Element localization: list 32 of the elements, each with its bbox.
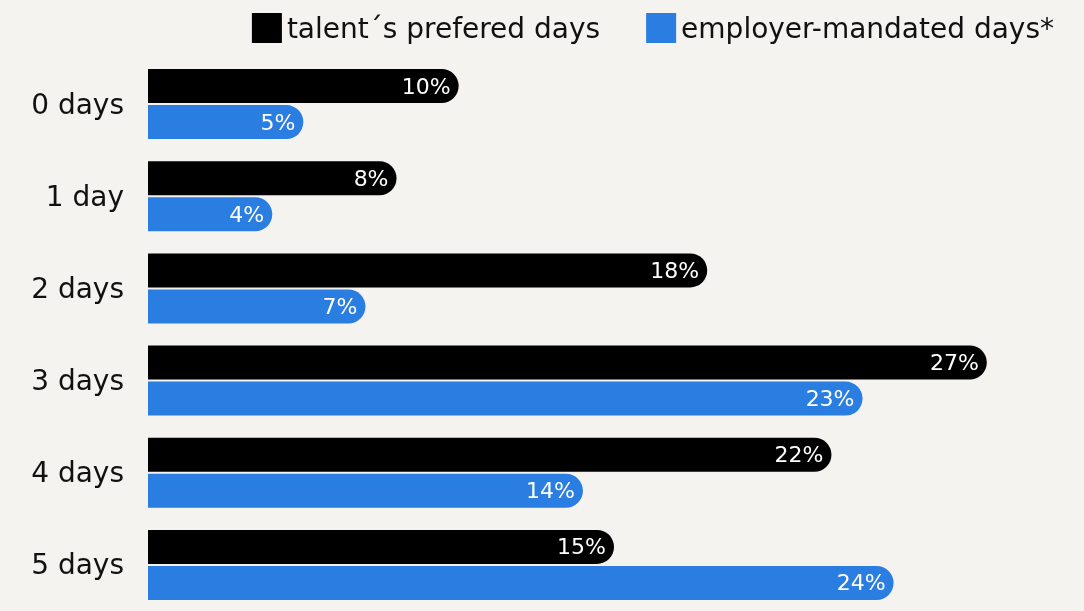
bar [148,381,863,416]
data-label: 27% [929,350,979,376]
bar [148,529,614,564]
y-tick-label: 2 days [31,271,124,305]
data-label: 15% [557,534,606,560]
data-label: 24% [836,570,886,596]
bar [148,473,583,508]
data-label: 4% [229,201,265,227]
bar [148,289,366,324]
data-label: 14% [526,478,575,504]
data-label: 22% [774,442,824,468]
y-tick-label: 1 day [45,179,124,213]
data-label: 10% [401,73,451,99]
bar [148,105,304,140]
bar [148,253,708,288]
bar [148,161,397,196]
data-label: 7% [322,293,358,319]
bar [148,345,987,380]
bar [148,565,894,600]
data-label: 5% [260,109,296,135]
bar [148,197,273,232]
legend-label: talent´s prefered days [286,11,601,45]
y-tick-label: 5 days [31,548,124,582]
data-label: 18% [650,257,700,283]
data-label: 23% [805,386,855,412]
legend-label: employer-mandated days* [681,11,1054,45]
data-label: 8% [353,165,389,191]
y-tick-label: 3 days [31,364,124,398]
y-tick-label: 4 days [31,456,124,490]
bar [148,437,832,472]
y-tick-label: 0 days [31,87,124,121]
bar [148,69,459,104]
